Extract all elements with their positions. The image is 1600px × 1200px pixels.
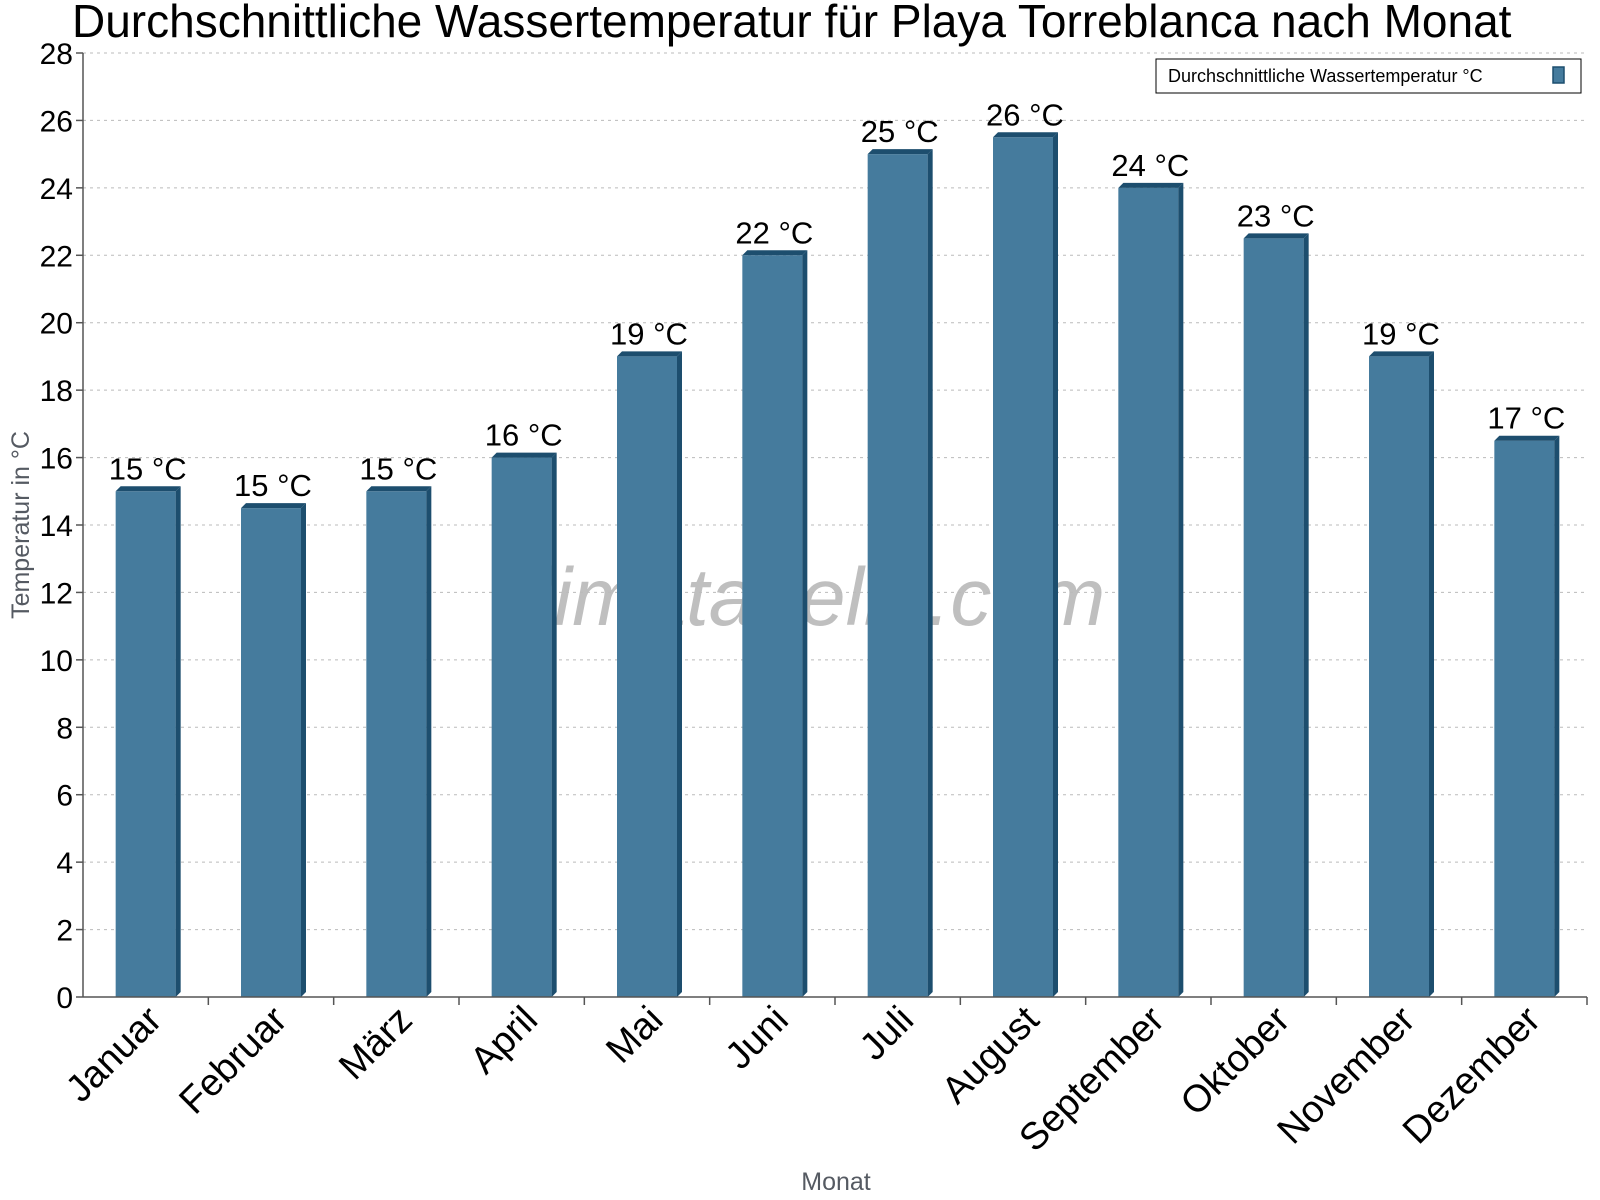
bar — [1118, 182, 1184, 997]
y-tick-label: 0 — [56, 982, 73, 1015]
x-tick-labels: Januar Februar März April Mai Juni Juli AugustS… — [58, 998, 1549, 1159]
bar — [867, 149, 933, 998]
bar-side — [1303, 233, 1309, 997]
data-label: 15 °C — [359, 451, 437, 486]
y-tick-label: 12 — [40, 577, 73, 610]
legend-swatch — [1552, 66, 1565, 84]
data-label: 26 °C — [986, 97, 1064, 132]
bar-face — [1369, 356, 1429, 997]
bar-face — [241, 508, 301, 997]
bar — [1243, 233, 1309, 997]
y-tick-label: 6 — [56, 780, 73, 813]
x-tick-label: Januar — [58, 998, 170, 1110]
bar-top — [491, 452, 557, 458]
data-label: 23 °C — [1237, 198, 1315, 233]
legend-label: Durchschnittliche Wassertemperatur °C — [1168, 66, 1483, 86]
bar — [993, 132, 1058, 998]
x-tick-label: März — [331, 999, 420, 1088]
data-label: 16 °C — [485, 418, 563, 453]
bar-top — [1369, 351, 1434, 357]
bar-side — [802, 250, 808, 998]
bar-side — [301, 503, 306, 997]
data-label: 19 °C — [1362, 316, 1440, 351]
bar-top — [617, 351, 682, 357]
bar-side — [551, 452, 557, 998]
chart-title: Durchschnittliche Wassertemperatur für P… — [72, 0, 1512, 47]
bar-face — [993, 137, 1053, 998]
bar-face — [115, 491, 176, 997]
y-tick-label: 2 — [56, 915, 73, 948]
y-tick-label: 20 — [40, 308, 73, 341]
grid — [83, 52, 1587, 931]
data-label: 19 °C — [610, 316, 688, 351]
bar-face — [617, 356, 677, 997]
bar — [115, 486, 181, 997]
bar-top — [742, 250, 808, 256]
y-tick-label: 10 — [40, 645, 73, 678]
bar-side — [1053, 132, 1058, 998]
bar-top — [1243, 233, 1309, 239]
bar-face — [1118, 187, 1179, 997]
bar-top — [366, 486, 432, 492]
x-tick-label: April — [463, 999, 546, 1082]
y-tick-label: 26 — [40, 105, 73, 138]
bar-face — [867, 154, 928, 998]
y-tick-label: 8 — [56, 712, 73, 745]
bar-side — [426, 486, 432, 997]
data-label: 15 °C — [109, 451, 187, 486]
bar-top — [115, 486, 181, 492]
legend-box — [1155, 58, 1582, 94]
x-tick-label: Oktober — [1173, 998, 1299, 1124]
y-tick-label: 24 — [40, 173, 73, 206]
bar-face — [1494, 440, 1555, 997]
x-tick-label: August — [934, 998, 1048, 1112]
bar-side — [1429, 351, 1434, 997]
y-tick-label: 28 — [40, 38, 73, 71]
data-label: 15 °C — [234, 468, 312, 503]
bar-face — [366, 491, 427, 997]
data-labels: 15 °C 15 °C 15 °C 16 °C 19 °C 22 °C 25 °C 26 °C… — [109, 97, 1566, 503]
bar-side — [1178, 182, 1184, 997]
axes — [76, 52, 1588, 1005]
bar — [491, 452, 557, 998]
x-tick-label: Mai — [598, 999, 671, 1072]
bar-side — [677, 351, 682, 997]
bar-top — [241, 503, 306, 509]
bar — [241, 503, 306, 997]
data-label: 22 °C — [735, 215, 813, 250]
bar — [1494, 435, 1560, 997]
bar-side — [1554, 435, 1560, 997]
y-tick-label: 18 — [40, 375, 73, 408]
bar-side — [927, 149, 933, 998]
bar-face — [1243, 238, 1304, 997]
x-tick-label: Juli — [852, 999, 922, 1069]
bar-top — [1494, 435, 1560, 441]
x-tick-label: Dezember — [1395, 998, 1549, 1152]
bar — [1369, 351, 1434, 997]
data-label: 24 °C — [1111, 148, 1189, 183]
y-tick-label: 14 — [40, 510, 73, 543]
bar-top — [993, 132, 1058, 138]
bar-face — [491, 457, 552, 998]
bar-top — [1118, 182, 1184, 188]
y-tick-label: 22 — [40, 240, 73, 273]
legend: Durchschnittliche Wassertemperatur °C — [1155, 58, 1582, 94]
bar — [617, 351, 682, 997]
bar — [366, 486, 432, 997]
bars — [115, 132, 1560, 998]
data-label: 17 °C — [1487, 401, 1565, 436]
y-tick-label: 16 — [40, 443, 73, 476]
y-axis-title: Temperatur in °C — [7, 431, 35, 619]
bar-top — [867, 149, 933, 155]
data-label: 25 °C — [861, 114, 939, 149]
x-axis-title: Monat — [801, 1168, 871, 1196]
bar — [742, 250, 808, 998]
y-tick-label: 4 — [56, 847, 73, 880]
bar-side — [175, 486, 181, 997]
x-tick-label: Juni — [718, 999, 797, 1078]
x-tick-label: Februar — [172, 998, 296, 1122]
bar-face — [742, 255, 803, 998]
